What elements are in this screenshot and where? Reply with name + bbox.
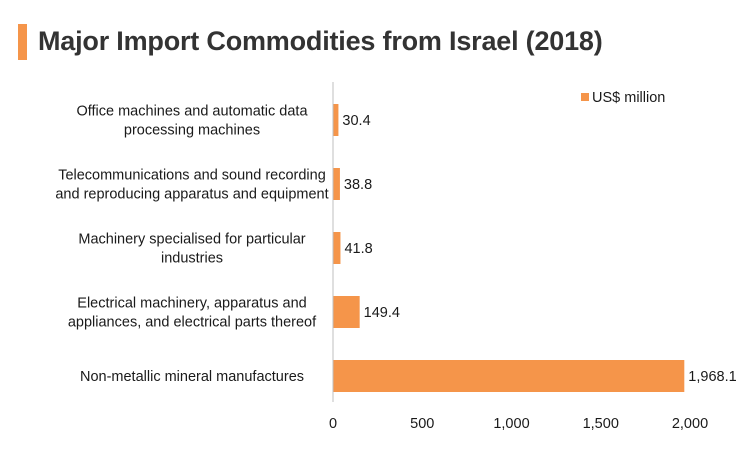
bar (333, 232, 341, 264)
category-label-line: appliances, and electrical parts thereof (68, 315, 317, 331)
data-label: 149.4 (364, 305, 400, 321)
category-label-line: industries (161, 251, 223, 267)
x-tick-label: 1,500 (583, 416, 619, 432)
chart-title: Major Import Commodities from Israel (20… (38, 26, 603, 56)
category-label: Non-metallic mineral manufactures (80, 369, 304, 385)
category-label-line: and reproducing apparatus and equipment (55, 187, 328, 203)
data-label: 1,968.1 (688, 369, 736, 385)
bar (333, 104, 339, 136)
category-label-line: Machinery specialised for particular (78, 232, 305, 248)
category-label: Electrical machinery, apparatus and appli… (68, 296, 317, 331)
category-label: Machinery specialised for particular indu… (78, 232, 305, 267)
title-accent-bar (18, 24, 27, 60)
x-axis-ticks: 0 500 1,000 1,500 2,000 (329, 416, 708, 432)
bar (333, 296, 360, 328)
bars (333, 104, 685, 392)
category-label: Telecommunications and sound recording an… (55, 168, 328, 203)
x-tick-label: 2,000 (672, 416, 708, 432)
data-label: 30.4 (342, 113, 370, 129)
bar (333, 168, 340, 200)
category-label: Office machines and automatic data proces… (76, 104, 308, 139)
x-tick-label: 1,000 (493, 416, 529, 432)
legend-label: US$ million (592, 90, 665, 106)
data-label: 41.8 (344, 241, 372, 257)
bar (333, 360, 685, 392)
legend: US$ million (581, 90, 665, 106)
data-labels: 30.4 38.8 41.8 149.4 1,968.1 (342, 113, 736, 385)
category-label-line: Telecommunications and sound recording (58, 168, 326, 184)
data-label: 38.8 (344, 177, 372, 193)
category-labels: Office machines and automatic data proces… (55, 104, 328, 386)
category-label-line: processing machines (124, 123, 260, 139)
x-tick-label: 0 (329, 416, 337, 432)
category-label-line: Non-metallic mineral manufactures (80, 369, 304, 385)
x-tick-label: 500 (410, 416, 434, 432)
category-label-line: Office machines and automatic data (76, 104, 308, 120)
category-label-line: Electrical machinery, apparatus and (77, 296, 306, 312)
legend-swatch (581, 93, 589, 101)
